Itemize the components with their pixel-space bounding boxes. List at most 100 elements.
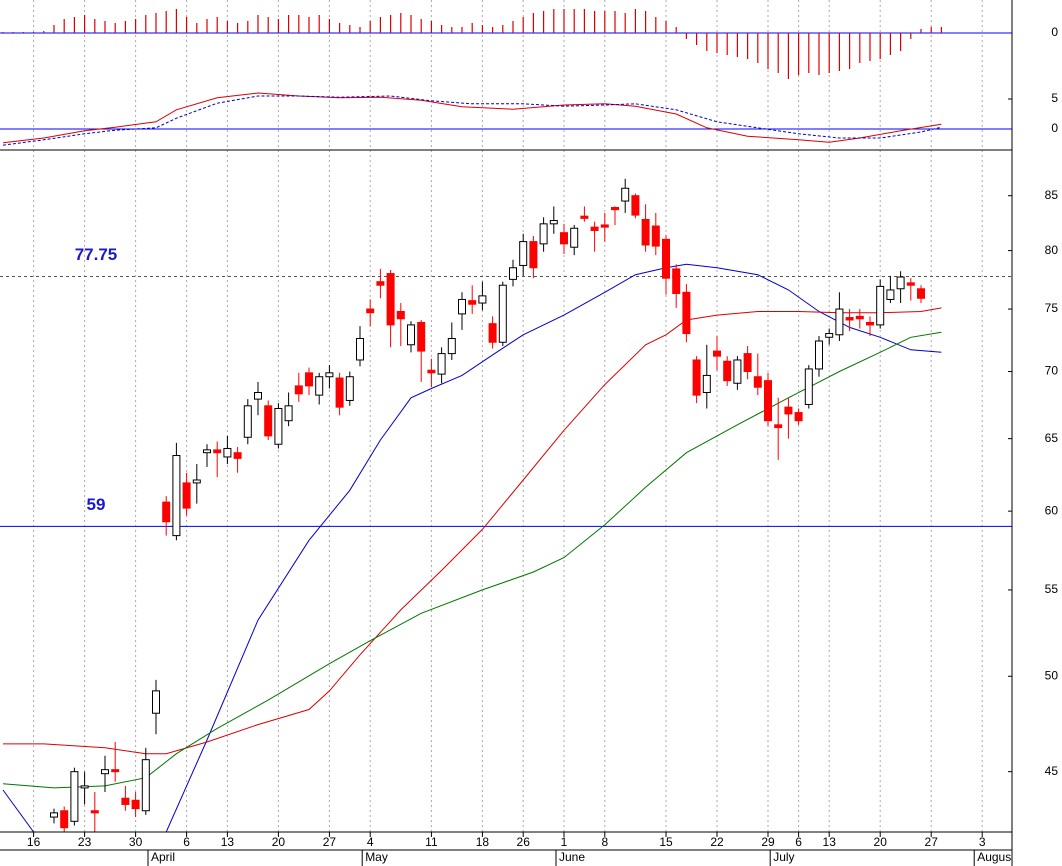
candle-body bbox=[845, 317, 854, 321]
x-tick-label: 11 bbox=[425, 835, 438, 849]
candle-body bbox=[733, 359, 742, 384]
candle-body bbox=[641, 218, 650, 246]
moving-average bbox=[2, 263, 942, 832]
candle-body bbox=[713, 350, 721, 357]
moving-average bbox=[2, 331, 942, 789]
candle-body bbox=[753, 376, 762, 388]
candle-body bbox=[60, 810, 69, 829]
candle-body bbox=[509, 267, 517, 280]
candle-body bbox=[274, 408, 283, 445]
candle-body bbox=[223, 447, 232, 458]
candle-body bbox=[386, 273, 395, 326]
x-tick-label: 6 bbox=[183, 835, 190, 849]
candle-body bbox=[682, 291, 691, 335]
x-tick-label: 1 bbox=[561, 835, 568, 849]
macd-line bbox=[2, 95, 942, 146]
y-tick-label: 5 bbox=[1051, 91, 1058, 105]
candle-body bbox=[804, 368, 813, 405]
reference-label: 77.75 bbox=[75, 245, 118, 264]
candle-body bbox=[141, 759, 150, 812]
candle-body bbox=[356, 338, 364, 361]
x-tick-label: 13 bbox=[823, 835, 837, 849]
candle-body bbox=[815, 340, 823, 370]
x-tick-label: 26 bbox=[517, 835, 531, 849]
candle-body bbox=[529, 241, 538, 269]
candle-body bbox=[784, 406, 793, 415]
y-tick-label: 70 bbox=[1045, 364, 1059, 378]
y-tick-label: 0 bbox=[1051, 121, 1058, 135]
candle-body bbox=[549, 220, 558, 225]
candle-body bbox=[876, 285, 885, 326]
candle-body bbox=[315, 376, 324, 396]
candle-body bbox=[192, 479, 201, 484]
y-tick-label: 85 bbox=[1045, 188, 1059, 202]
candle-body bbox=[90, 810, 99, 814]
candle-body bbox=[621, 187, 630, 202]
candle-body bbox=[702, 374, 711, 393]
macd-line bbox=[2, 92, 942, 144]
candle-body bbox=[478, 295, 487, 304]
candle-body bbox=[417, 321, 426, 352]
x-tick-label: 16 bbox=[27, 835, 41, 849]
candle-body bbox=[468, 300, 477, 305]
x-tick-label: 20 bbox=[874, 835, 888, 849]
candle-body bbox=[631, 195, 640, 216]
x-tick-label: 13 bbox=[221, 835, 235, 849]
candle-body bbox=[366, 308, 375, 314]
candle-body bbox=[70, 771, 79, 822]
month-label: May bbox=[365, 850, 388, 864]
x-tick-label: 8 bbox=[601, 835, 608, 849]
candle-body bbox=[376, 281, 385, 286]
price-panel bbox=[0, 178, 1012, 832]
candle-body bbox=[335, 377, 344, 408]
candle-body bbox=[835, 308, 844, 336]
candle-body bbox=[498, 284, 507, 343]
candle-body bbox=[590, 226, 599, 231]
candle-body bbox=[570, 227, 579, 248]
candle-body bbox=[774, 424, 783, 429]
candle-body bbox=[131, 799, 140, 810]
month-label: Augus bbox=[977, 850, 1011, 864]
x-tick-label: 6 bbox=[795, 835, 802, 849]
macd-panel bbox=[0, 9, 1012, 146]
candle-body bbox=[488, 323, 497, 343]
candle-body bbox=[794, 412, 803, 422]
x-tick-label: 3 bbox=[979, 835, 986, 849]
month-label: June bbox=[559, 850, 585, 864]
candle-body bbox=[396, 310, 405, 320]
candle-body bbox=[672, 268, 681, 294]
candle-body bbox=[866, 321, 874, 326]
x-tick-label: 23 bbox=[78, 835, 92, 849]
candle-body bbox=[886, 289, 895, 300]
y-tick-label: 80 bbox=[1045, 243, 1059, 257]
candle-body bbox=[447, 338, 456, 355]
candle-body bbox=[264, 405, 273, 437]
candle-body bbox=[600, 224, 609, 228]
candle-body bbox=[407, 324, 415, 346]
y-tick-label: 50 bbox=[1045, 668, 1059, 682]
reference-label: 59 bbox=[87, 495, 106, 514]
candle-body bbox=[825, 333, 834, 338]
candle-body bbox=[182, 482, 191, 509]
moving-average bbox=[3, 307, 942, 755]
candle-body bbox=[305, 372, 313, 387]
candle-body bbox=[325, 372, 334, 378]
candle-body bbox=[560, 232, 568, 245]
candle-body bbox=[254, 391, 262, 400]
candle-body bbox=[519, 241, 528, 266]
candle-body bbox=[233, 452, 242, 459]
y-tick-label: 60 bbox=[1045, 503, 1059, 517]
candle-body bbox=[50, 812, 58, 818]
candle-body bbox=[723, 360, 732, 382]
candle-body bbox=[172, 455, 181, 537]
x-tick-label: 20 bbox=[272, 835, 286, 849]
candle-body bbox=[458, 298, 466, 315]
candle-body bbox=[855, 315, 864, 320]
candle-body bbox=[539, 223, 548, 245]
candle-body bbox=[764, 380, 772, 422]
x-tick-label: 30 bbox=[129, 835, 143, 849]
x-tick-label: 27 bbox=[925, 835, 939, 849]
